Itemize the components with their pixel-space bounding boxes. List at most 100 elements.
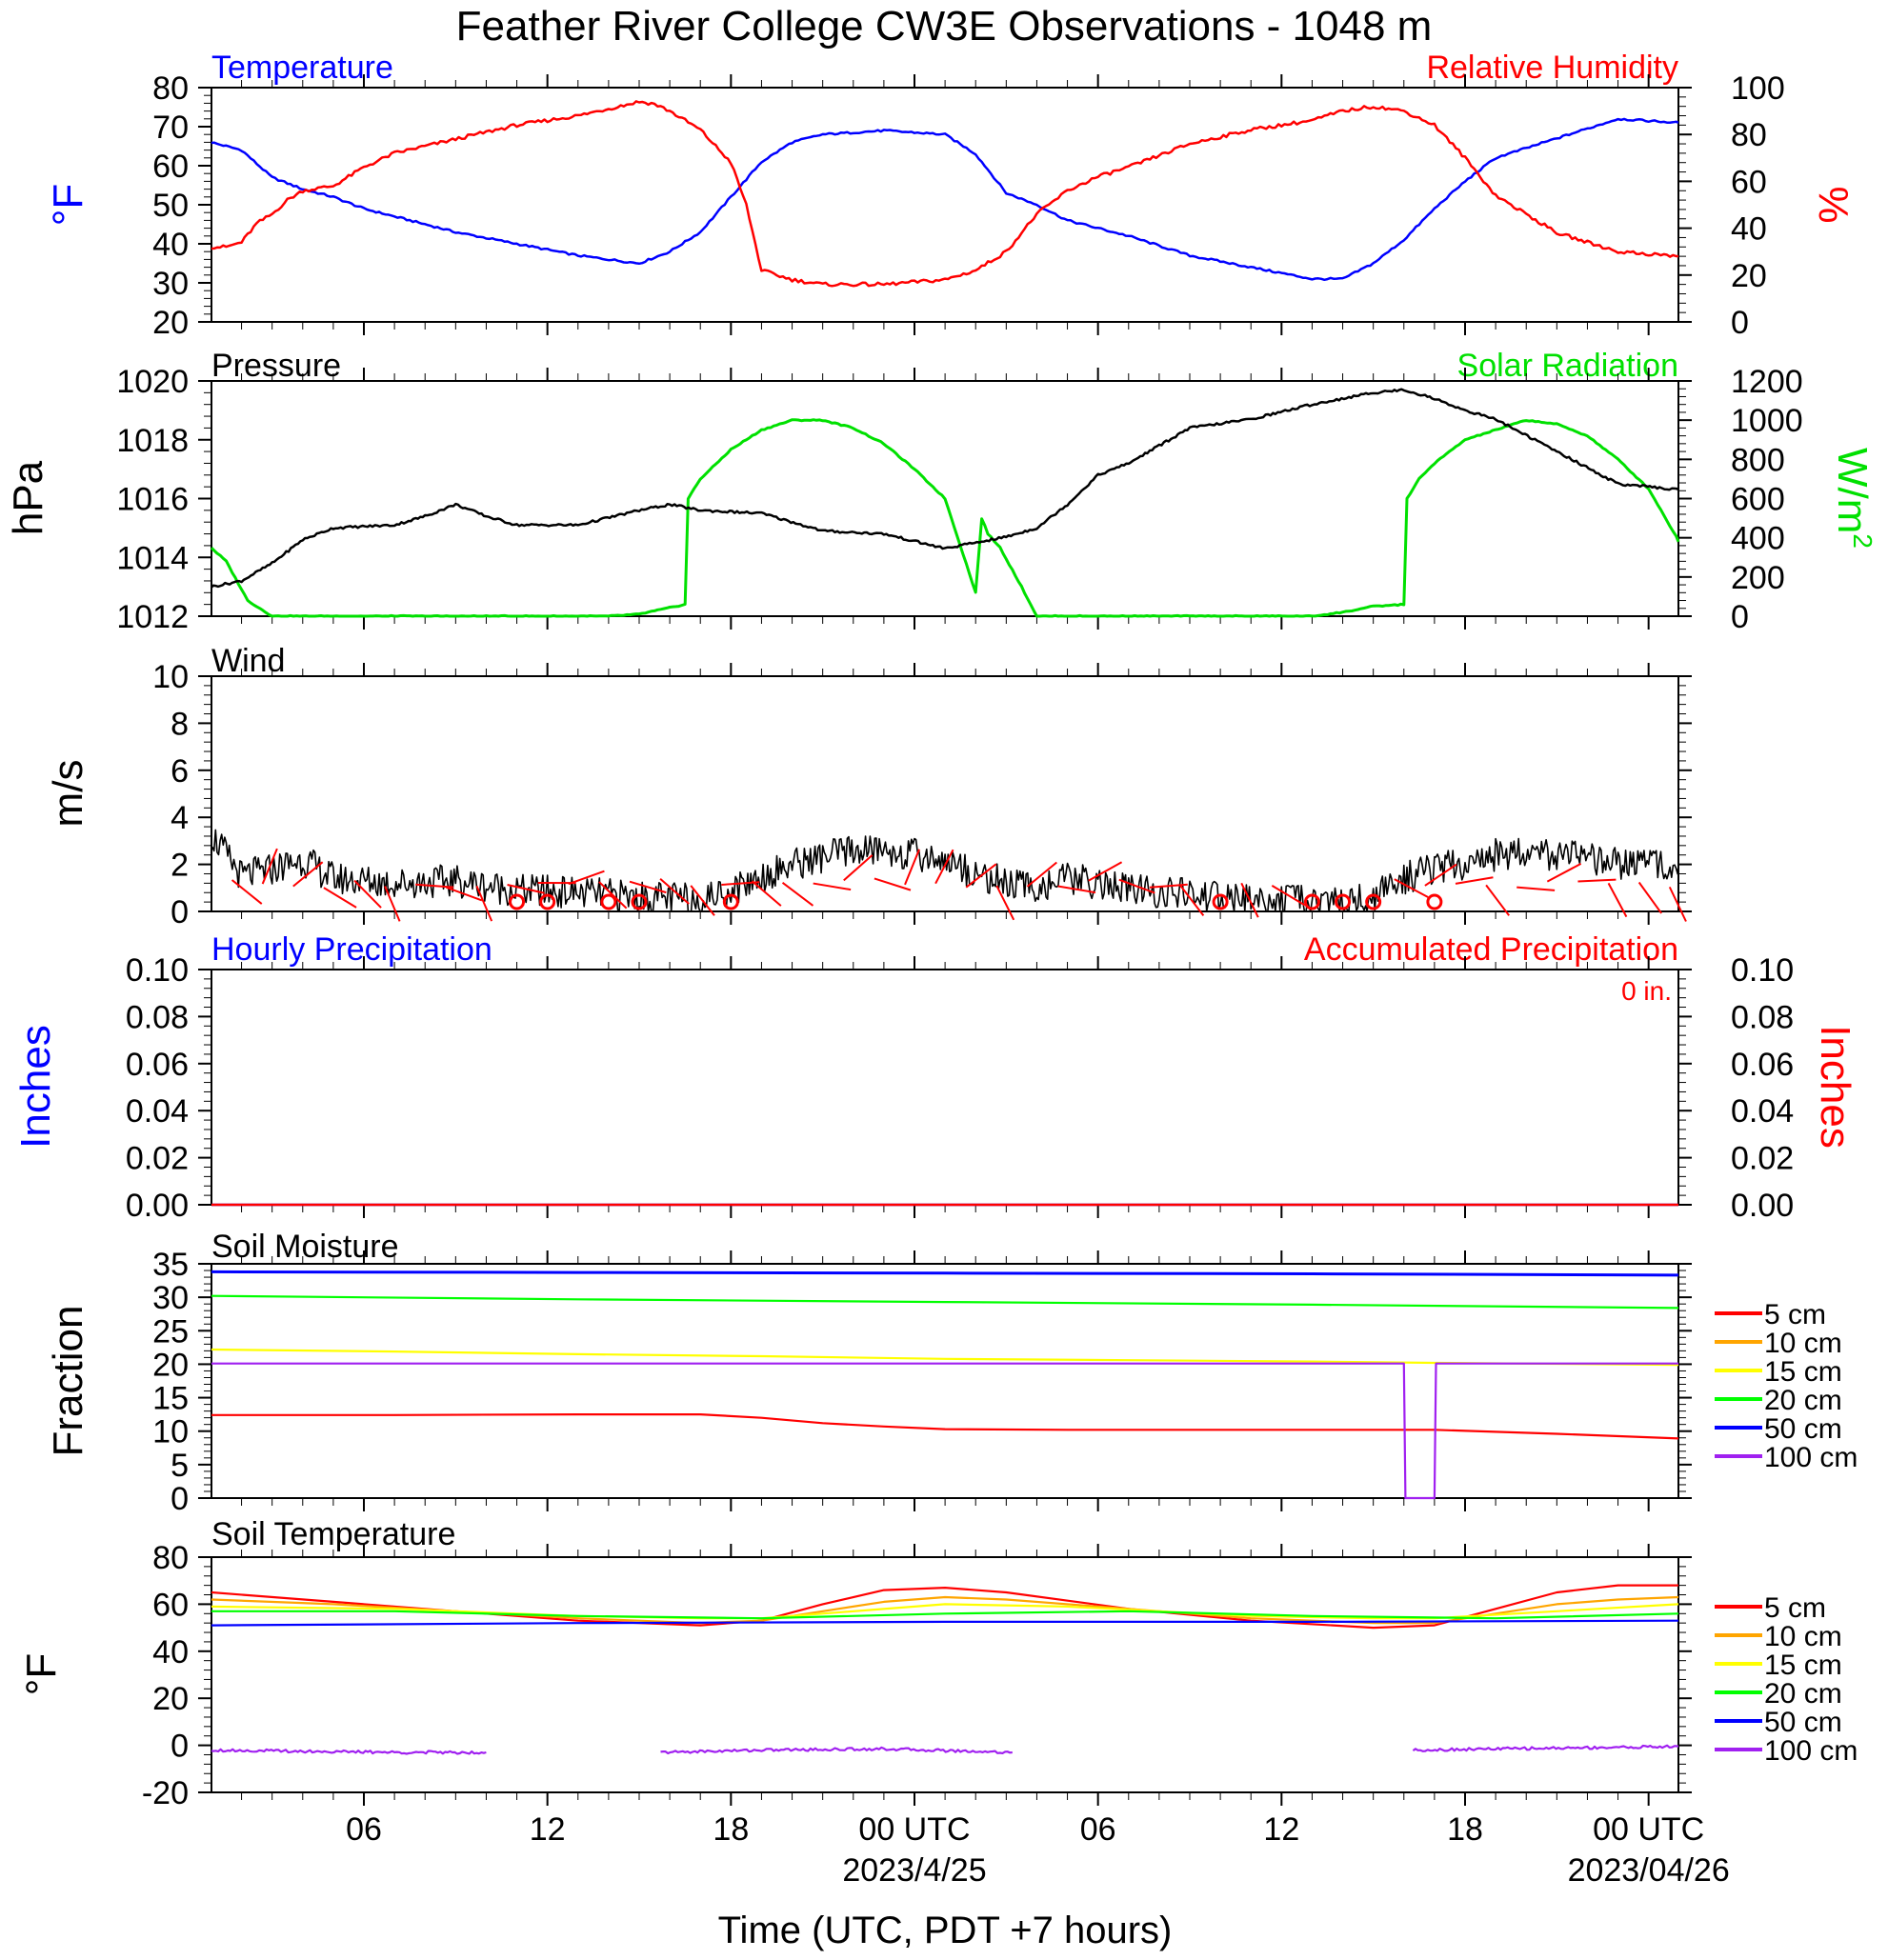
calm-wind-marker [1335, 893, 1352, 910]
y-tick-label: 0 [171, 1481, 189, 1517]
calm-wind-marker [631, 893, 648, 910]
y-tick-label: 100 [1731, 70, 1785, 107]
series-group [210, 388, 1680, 618]
y-ticks-right: 0.10 0.08 0.06 0.04 0.02 0.00 [1678, 952, 1794, 1224]
legend-label: 100 cm [1764, 1442, 1858, 1473]
y-tick-label: 6 [171, 753, 189, 790]
wind-barb [813, 882, 852, 891]
ylabel-right: W/m2 [1829, 448, 1878, 549]
wind-barb [261, 848, 278, 885]
wind-barb [1516, 886, 1556, 891]
x-date-label: 2023/4/25 [842, 1852, 986, 1889]
y-tick-label: 20 [1731, 258, 1767, 294]
wind-barb [1118, 878, 1155, 894]
x-tick-label: 18 [1447, 1811, 1483, 1848]
y-tick-label: 0.06 [1731, 1047, 1794, 1083]
panel-soil-temperature: Soil Temperature °F 80 60 40 20 0 -20 5 cm10 … [18, 1516, 1858, 1811]
y-tick-label: 0 [171, 894, 189, 930]
series-soil-temp-20cm [211, 1610, 1679, 1620]
x-axis: 06 12 18 00 UTC 2023/4/25 06 12 18 00 UTC 2023/04… [346, 1811, 1730, 1889]
panel-precipitation: Hourly Precipitation Accumulated Precipi… [12, 931, 1858, 1224]
y-tick-label: 10 [152, 1414, 189, 1450]
wind-barb [231, 879, 263, 905]
y-ticks-left: 0.10 0.08 0.06 0.04 0.02 0.00 [126, 952, 1650, 1224]
y-tick-label: 40 [152, 1634, 189, 1670]
series-relative-humidity [211, 100, 1679, 288]
legend-label: 20 cm [1764, 1385, 1842, 1416]
y-tick-label: 0.02 [1731, 1141, 1794, 1177]
series-soil-temp-100cm [1412, 1744, 1679, 1752]
series-soil-temp-100cm [660, 1746, 1013, 1755]
wind-barb [1637, 881, 1662, 914]
x-date-label: 2023/04/26 [1568, 1852, 1730, 1889]
y-ticks-left: 80 60 40 20 0 -20 [142, 1540, 1650, 1811]
y-tick-label: 1020 [116, 364, 189, 400]
y-tick-label: 60 [1731, 164, 1767, 200]
series-temperature [211, 117, 1679, 282]
panel-title-left: Wind [211, 643, 285, 679]
wind-barb [965, 863, 997, 889]
legend-label: 100 cm [1764, 1735, 1858, 1767]
legend-label: 50 cm [1764, 1413, 1842, 1445]
wind-barb [1455, 876, 1494, 885]
y-tick-label: 0.10 [126, 952, 189, 989]
wind-barb [1607, 882, 1628, 918]
y-tick-label: 4 [171, 800, 189, 836]
panel-title-right: Solar Radiation [1457, 348, 1678, 384]
wind-barb [1485, 884, 1510, 916]
y-tick-label: 10 [152, 659, 189, 695]
wind-barb [934, 849, 954, 885]
wind-barb [629, 880, 667, 894]
series-pressure [211, 388, 1679, 589]
legend-label: 20 cm [1764, 1678, 1842, 1710]
y-tick-label: 80 [1731, 117, 1767, 153]
ylabel-left: Inches [12, 1025, 59, 1149]
wind-barb [995, 885, 1015, 921]
legend-label: 15 cm [1764, 1650, 1842, 1681]
calm-wind-marker [1365, 893, 1382, 910]
wind-barb [1546, 862, 1582, 883]
y-tick-label: 0.00 [1731, 1188, 1794, 1224]
y-tick-label: 0.10 [1731, 952, 1794, 989]
wind-barb [904, 849, 920, 886]
panel-title-left: Soil Temperature [211, 1516, 455, 1552]
legend-label: 10 cm [1764, 1621, 1842, 1652]
wind-barb [1026, 861, 1057, 888]
calm-wind-marker [1426, 893, 1443, 910]
y-tick-label: 50 [152, 188, 189, 224]
y-tick-label: 800 [1731, 442, 1785, 478]
wind-barb [659, 877, 690, 905]
y-tick-label: 30 [152, 1280, 189, 1316]
series-group [211, 100, 1679, 288]
series-soil-moisture-15cm [211, 1348, 1679, 1367]
y-tick-label: 80 [152, 70, 189, 107]
y-ticks-right: 100 80 60 40 20 0 [1678, 70, 1785, 341]
x-tick-label: 00 UTC [1593, 1811, 1704, 1848]
y-tick-label: 40 [1731, 211, 1767, 248]
wind-barb [690, 885, 715, 916]
y-tick-label: 1016 [116, 482, 189, 518]
legend-label: 15 cm [1764, 1356, 1842, 1388]
y-tick-label: 60 [152, 1587, 189, 1623]
wind-barb [323, 887, 357, 909]
wind-barb [843, 854, 874, 882]
wind-barb [1240, 882, 1259, 918]
y-tick-label: 30 [152, 266, 189, 302]
y-tick-label: 0 [171, 1729, 189, 1765]
series-wind-speed [211, 829, 1679, 912]
figure-title: Feather River College CW3E Observations … [456, 3, 1433, 50]
series-group [211, 829, 1687, 922]
legend-label: 10 cm [1764, 1328, 1842, 1359]
panel-title-right: Accumulated Precipitation [1304, 931, 1678, 968]
y-tick-label: 400 [1731, 521, 1785, 557]
y-tick-label: 0 [1731, 305, 1749, 341]
series-soil-temp-100cm [211, 1748, 487, 1755]
ylabel-right: Inches [1812, 1025, 1858, 1149]
x-tick-label: 12 [1263, 1811, 1299, 1848]
wind-barb [1088, 861, 1123, 882]
x-tick-label: 06 [346, 1811, 382, 1848]
ylabel-left: °F [45, 184, 91, 226]
